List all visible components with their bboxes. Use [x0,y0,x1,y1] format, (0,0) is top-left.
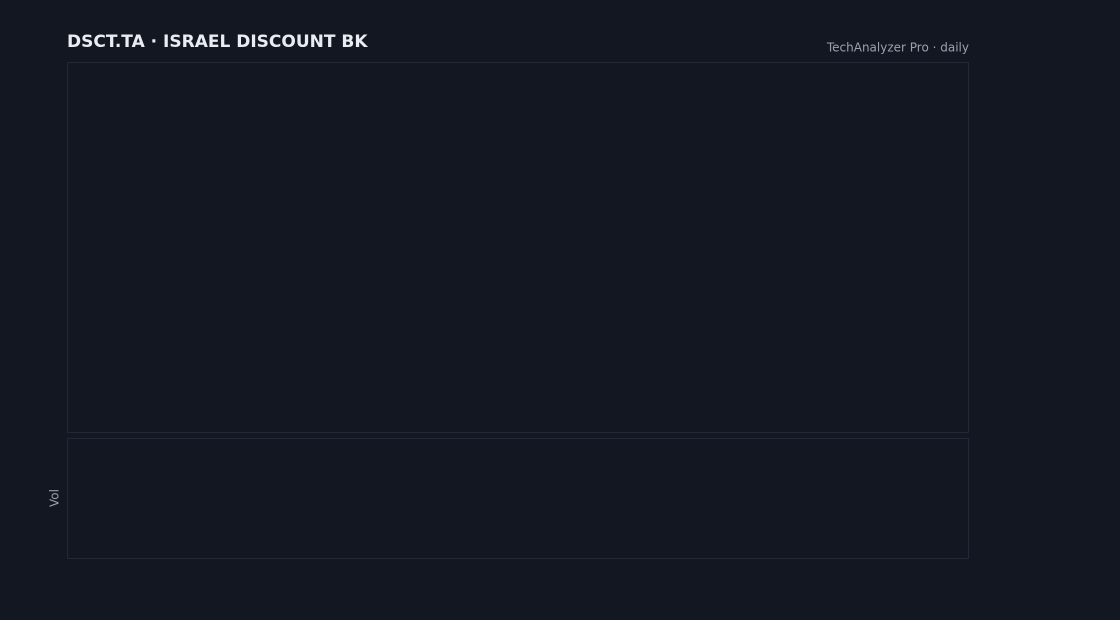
chart-subtitle: TechAnalyzer Pro · daily [826,41,969,55]
chart-title: DSCT.TA · ISRAEL DISCOUNT BK [67,32,368,52]
volume-label: Vol [48,489,62,507]
volume-panel [67,438,969,559]
price-panel [67,62,969,433]
